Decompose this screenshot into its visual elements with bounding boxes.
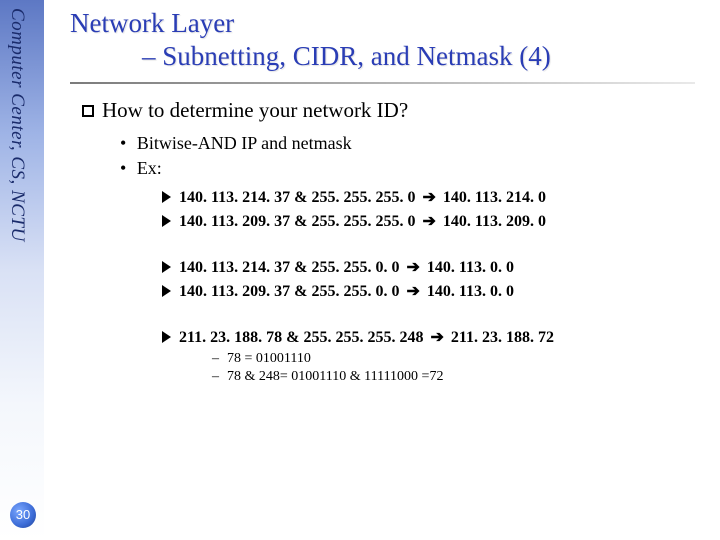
example-line: 211. 23. 188. 78 & 255. 255. 255. 248 ➔ … — [162, 327, 708, 347]
question-text: How to determine your network ID? — [102, 98, 408, 122]
examples-group-2: 140. 113. 214. 37 & 255. 255. 0. 0 ➔ 140… — [162, 257, 708, 301]
arrow-icon: ➔ — [422, 189, 435, 206]
example-result: 140. 113. 0. 0 — [427, 283, 514, 300]
square-bullet-icon — [82, 105, 94, 117]
example-ip: 140. 113. 214. 37 — [179, 259, 290, 276]
example-ip: 140. 113. 214. 37 — [179, 189, 290, 206]
slide-content: Network Layer – Subnetting, CIDR, and Ne… — [70, 8, 708, 387]
example-result: 140. 113. 209. 0 — [443, 213, 546, 230]
example-line: 140. 113. 214. 37 & 255. 255. 255. 0 ➔ 1… — [162, 187, 708, 207]
example-result: 211. 23. 188. 72 — [451, 329, 554, 346]
sidebar-gradient: Computer Center, CS, NCTU — [0, 0, 44, 540]
slide-title-line2: – Subnetting, CIDR, and Netmask (4) — [70, 41, 708, 72]
sub-bullet-list: Bitwise-AND IP and netmask Ex: — [120, 133, 708, 179]
example-line: 140. 113. 214. 37 & 255. 255. 0. 0 ➔ 140… — [162, 257, 708, 277]
example-ip: 140. 113. 209. 37 — [179, 213, 290, 230]
arrow-icon: ➔ — [406, 283, 419, 300]
example-ip: 211. 23. 188. 78 — [179, 329, 282, 346]
example-result: 140. 113. 214. 0 — [443, 189, 546, 206]
page-number-badge: 30 — [10, 502, 36, 528]
binary-line: –78 & 248= 01001110 & 11111000 =72 — [212, 369, 708, 385]
example-ip: 140. 113. 209. 37 — [179, 283, 290, 300]
slide-title-line1: Network Layer — [70, 8, 708, 39]
example-mask: 255. 255. 255. 0 — [311, 189, 415, 206]
binary-text: 78 & 248= 01001110 & 11111000 =72 — [227, 369, 443, 384]
sub-bullet-item: Bitwise-AND IP and netmask — [120, 133, 708, 154]
triangle-bullet-icon — [162, 261, 171, 273]
triangle-bullet-icon — [162, 331, 171, 343]
arrow-icon: ➔ — [430, 329, 443, 346]
examples-group-3: 211. 23. 188. 78 & 255. 255. 255. 248 ➔ … — [162, 327, 708, 347]
example-mask: 255. 255. 0. 0 — [311, 283, 399, 300]
binary-text: 78 = 01001110 — [227, 351, 311, 366]
question-line: How to determine your network ID? — [82, 98, 708, 123]
title-rule — [70, 82, 695, 84]
example-result: 140. 113. 0. 0 — [427, 259, 514, 276]
example-line: 140. 113. 209. 37 & 255. 255. 0. 0 ➔ 140… — [162, 281, 708, 301]
binary-line: –78 = 01001110 — [212, 351, 708, 367]
sidebar-label: Computer Center, CS, NCTU — [6, 8, 28, 242]
arrow-icon: ➔ — [422, 213, 435, 230]
example-mask: 255. 255. 255. 248 — [303, 329, 423, 346]
binary-explanation: –78 = 01001110 –78 & 248= 01001110 & 111… — [212, 351, 708, 385]
example-mask: 255. 255. 0. 0 — [311, 259, 399, 276]
triangle-bullet-icon — [162, 191, 171, 203]
triangle-bullet-icon — [162, 285, 171, 297]
sub-bullet-item: Ex: — [120, 158, 708, 179]
examples-group-1: 140. 113. 214. 37 & 255. 255. 255. 0 ➔ 1… — [162, 187, 708, 231]
example-mask: 255. 255. 255. 0 — [311, 213, 415, 230]
example-line: 140. 113. 209. 37 & 255. 255. 255. 0 ➔ 1… — [162, 211, 708, 231]
triangle-bullet-icon — [162, 215, 171, 227]
arrow-icon: ➔ — [406, 259, 419, 276]
